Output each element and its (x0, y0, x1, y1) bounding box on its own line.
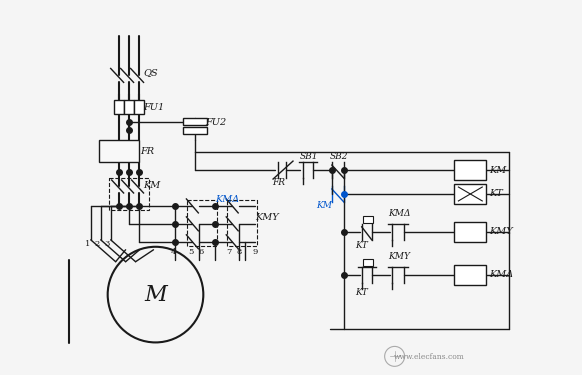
Text: KMΔ: KMΔ (388, 209, 410, 218)
Text: 8: 8 (236, 248, 242, 256)
Bar (113, 100, 123, 114)
Text: KT: KT (489, 189, 503, 198)
Text: KT: KT (355, 241, 367, 250)
Bar (455, 160, 487, 180)
Text: M: M (144, 284, 167, 306)
Text: KT: KT (355, 288, 367, 297)
Text: KMY: KMY (489, 227, 513, 236)
Text: SB1: SB1 (300, 152, 318, 160)
Text: 6: 6 (198, 248, 204, 256)
Text: KMΔ: KMΔ (215, 195, 240, 204)
Text: FU2: FU2 (205, 118, 226, 127)
Bar (123, 100, 134, 114)
Text: 3: 3 (105, 240, 110, 248)
Text: 2: 2 (95, 240, 100, 248)
Bar (183, 127, 207, 134)
Text: FR: FR (272, 177, 285, 186)
Text: KM: KM (144, 180, 161, 189)
Text: FR: FR (141, 147, 155, 156)
Text: KM: KM (316, 201, 332, 210)
Bar (99, 140, 139, 162)
Text: FU1: FU1 (144, 103, 165, 112)
Text: KM: KM (489, 166, 506, 175)
Text: 5: 5 (189, 248, 194, 256)
Bar (109, 178, 148, 210)
Text: www.elecfans.com: www.elecfans.com (394, 353, 465, 362)
Bar (134, 100, 144, 114)
Bar (183, 118, 207, 125)
Bar (187, 200, 217, 246)
Text: 7: 7 (226, 248, 232, 256)
Text: KMY: KMY (388, 252, 410, 261)
Bar (227, 200, 257, 246)
Text: SB2: SB2 (330, 152, 349, 160)
Bar (455, 265, 487, 285)
Text: KMΔ: KMΔ (489, 270, 513, 279)
Text: 1: 1 (85, 240, 90, 248)
Bar (455, 222, 487, 242)
Text: KMY: KMY (255, 213, 279, 222)
Bar (363, 216, 372, 223)
Text: QS: QS (144, 68, 158, 77)
Text: 9: 9 (252, 248, 257, 256)
Text: 4: 4 (171, 248, 176, 256)
Bar (455, 184, 487, 204)
Bar (363, 259, 372, 266)
